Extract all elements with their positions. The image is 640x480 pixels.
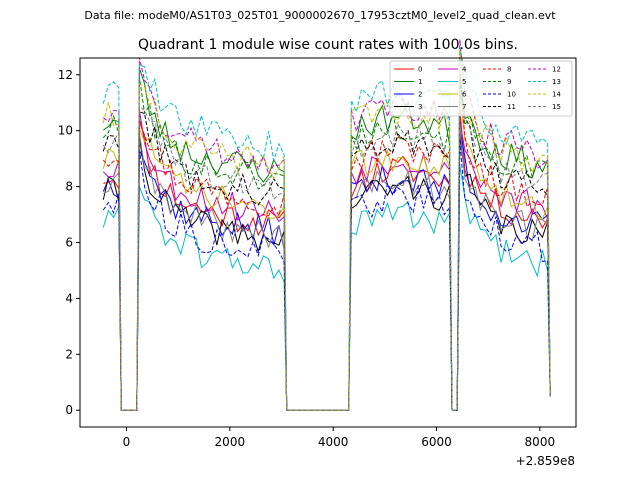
series-line-9 [102,77,551,411]
y-tick-label: 8 [65,180,73,194]
y-tick-label: 0 [65,403,73,417]
series-line-10 [102,140,551,411]
legend-box [389,60,573,117]
x-tick-label: 4000 [318,435,349,449]
x-offset-label: +2.859e8 [516,454,575,468]
series-line-4 [102,110,551,411]
series-line-11 [102,78,551,411]
legend-label: 0 [418,66,422,74]
x-tick-label: 8000 [525,435,556,449]
series-line-8 [102,79,551,411]
legend-label: 3 [418,103,422,111]
legend-label: 12 [552,66,561,74]
legend-label: 2 [418,91,422,99]
x-tick-label: 2000 [215,435,246,449]
legend-label: 6 [462,91,467,99]
legend-label: 13 [552,78,561,86]
legend-label: 15 [552,103,561,111]
legend-label: 10 [507,91,516,99]
legend-label: 7 [462,103,466,111]
legend-label: 4 [462,66,467,74]
chart-suptitle: Data file: modeM0/AS1T03_025T01_90000026… [84,9,556,22]
legend-label: 1 [418,78,422,86]
chart-title: Quadrant 1 module wise count rates with … [138,37,518,53]
series-line-6 [102,88,551,411]
y-tick-label: 4 [65,291,73,305]
y-tick-label: 10 [58,124,73,138]
series-line-3 [102,132,551,411]
series-line-15 [102,88,551,411]
y-tick-label: 2 [65,347,73,361]
legend-label: 11 [507,103,516,111]
y-tick-label: 12 [58,68,73,82]
x-tick-label: 0 [123,435,131,449]
series-line-0 [103,107,551,411]
legend-label: 5 [462,78,466,86]
legend-label: 9 [507,78,511,86]
legend-label: 14 [552,91,561,99]
legend-label: 8 [507,66,511,74]
y-tick-label: 6 [65,236,73,250]
series-line-7 [103,124,551,411]
x-tick-label: 6000 [421,435,452,449]
